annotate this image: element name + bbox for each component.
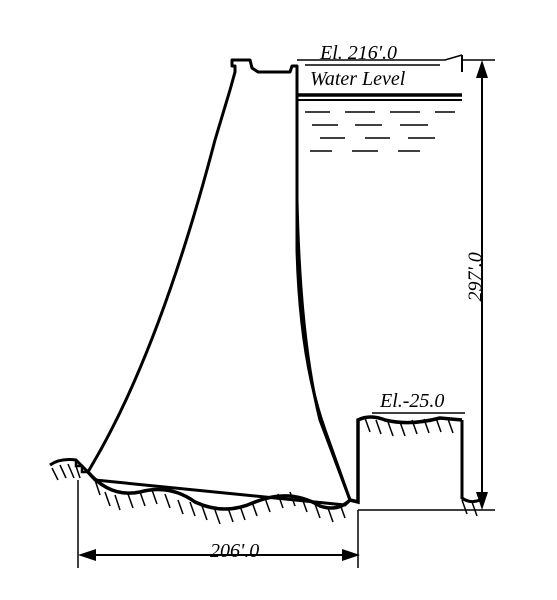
dam-outline xyxy=(88,60,350,505)
water-dashes xyxy=(305,112,455,151)
bedrock-hatching-right-step xyxy=(365,418,453,436)
bedrock-hatching-left xyxy=(52,464,80,480)
dam-cross-section-diagram: El. 216'.0 Water Level 297'.0 El.-25.0 2… xyxy=(0,0,557,600)
bedrock-right-drop xyxy=(462,420,480,502)
label-top-elevation: El. 216'.0 xyxy=(320,42,397,65)
width-arrow-left xyxy=(78,549,96,561)
label-height: 297'.0 xyxy=(465,252,488,301)
label-water-level: Water Level xyxy=(310,68,405,91)
label-bottom-elevation: El.-25.0 xyxy=(380,390,444,413)
height-arrow-top xyxy=(476,60,488,78)
label-base-width: 206'.0 xyxy=(210,540,259,563)
bedrock-step-right xyxy=(350,417,462,502)
